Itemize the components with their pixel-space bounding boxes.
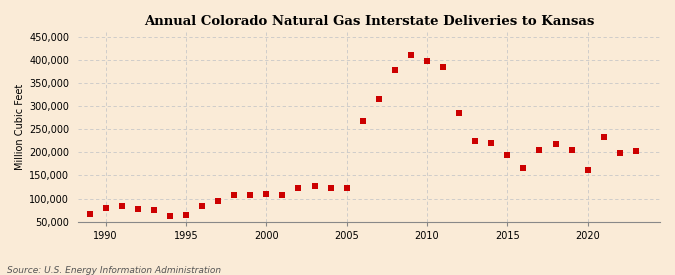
Point — [277, 193, 288, 197]
Point — [454, 111, 464, 115]
Point — [614, 151, 625, 155]
Point — [116, 204, 127, 209]
Y-axis label: Million Cubic Feet: Million Cubic Feet — [15, 84, 25, 170]
Point — [566, 148, 577, 152]
Point — [486, 141, 497, 145]
Title: Annual Colorado Natural Gas Interstate Deliveries to Kansas: Annual Colorado Natural Gas Interstate D… — [144, 15, 595, 28]
Text: Source: U.S. Energy Information Administration: Source: U.S. Energy Information Administ… — [7, 266, 221, 275]
Point — [165, 214, 176, 218]
Point — [245, 193, 256, 197]
Point — [422, 59, 433, 63]
Point — [437, 64, 448, 69]
Point — [373, 97, 384, 101]
Point — [406, 53, 416, 57]
Point — [261, 192, 272, 196]
Point — [357, 119, 368, 123]
Point — [518, 166, 529, 171]
Point — [342, 186, 352, 190]
Point — [293, 186, 304, 191]
Point — [598, 135, 609, 139]
Point — [470, 139, 481, 143]
Point — [389, 68, 400, 72]
Point — [132, 207, 143, 211]
Point — [100, 206, 111, 210]
Point — [309, 183, 320, 188]
Point — [550, 142, 561, 146]
Point — [534, 148, 545, 152]
Point — [148, 208, 159, 212]
Point — [583, 168, 593, 172]
Point — [196, 203, 207, 208]
Point — [213, 199, 223, 203]
Point — [325, 186, 336, 190]
Point — [630, 149, 641, 153]
Point — [502, 152, 513, 157]
Point — [84, 212, 95, 216]
Point — [229, 193, 240, 197]
Point — [181, 213, 192, 217]
